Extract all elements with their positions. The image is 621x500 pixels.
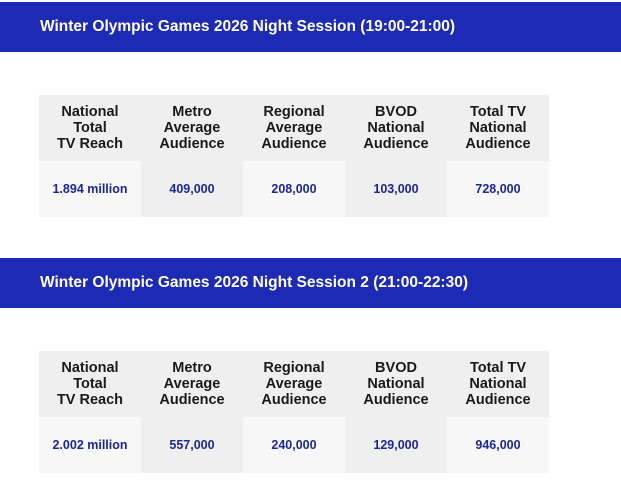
session-1-title: Winter Olympic Games 2026 Night Session … [40, 18, 456, 35]
header-metro-average-audience: Metro Average Audience [141, 95, 243, 161]
table-row: 1.894 million 409,000 208,000 103,000 72… [39, 161, 549, 217]
header-regional-average-audience: Regional Average Audience [243, 351, 345, 417]
header-total-tv-national-audience: Total TV National Audience [447, 351, 549, 417]
header-regional-average-audience: Regional Average Audience [243, 95, 345, 161]
header-metro-average-audience: Metro Average Audience [141, 351, 243, 417]
value-bvod-national-audience: 103,000 [345, 161, 447, 217]
session-2-banner: Winter Olympic Games 2026 Night Session … [0, 258, 621, 308]
session-2-title: Winter Olympic Games 2026 Night Session … [40, 274, 468, 291]
header-national-total-tv-reach: National Total TV Reach [39, 95, 141, 161]
session-1-banner: Winter Olympic Games 2026 Night Session … [0, 2, 621, 52]
value-regional-average-audience: 208,000 [243, 161, 345, 217]
value-total-tv-national-audience: 946,000 [447, 417, 549, 473]
value-national-total-tv-reach: 2.002 million [39, 417, 141, 473]
value-total-tv-national-audience: 728,000 [447, 161, 549, 217]
table-row: 2.002 million 557,000 240,000 129,000 94… [39, 417, 549, 473]
value-national-total-tv-reach: 1.894 million [39, 161, 141, 217]
value-bvod-national-audience: 129,000 [345, 417, 447, 473]
header-bvod-national-audience: BVOD National Audience [345, 351, 447, 417]
value-metro-average-audience: 557,000 [141, 417, 243, 473]
value-metro-average-audience: 409,000 [141, 161, 243, 217]
value-regional-average-audience: 240,000 [243, 417, 345, 473]
table-header-row: National Total TV Reach Metro Average Au… [39, 95, 549, 161]
header-total-tv-national-audience: Total TV National Audience [447, 95, 549, 161]
table-header-row: National Total TV Reach Metro Average Au… [39, 351, 549, 417]
header-national-total-tv-reach: National Total TV Reach [39, 351, 141, 417]
session-1-table: National Total TV Reach Metro Average Au… [39, 95, 549, 217]
session-2-table: National Total TV Reach Metro Average Au… [39, 351, 549, 473]
header-bvod-national-audience: BVOD National Audience [345, 95, 447, 161]
